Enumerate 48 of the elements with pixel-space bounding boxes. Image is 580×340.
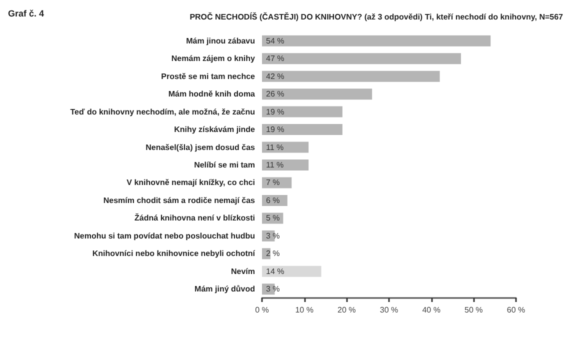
bar <box>262 70 440 82</box>
y-tick-label: Mám jiný důvod <box>194 284 256 294</box>
bar <box>262 266 322 277</box>
y-tick-label: Teď do knihovny nechodím, ale možná, že začnu <box>70 107 256 116</box>
y-tick-label: Prostě se mi tam nechce <box>161 72 256 81</box>
x-tick-label: 60 % <box>506 306 526 314</box>
x-tick-label: 0 % <box>255 306 269 314</box>
data-label: 54 % <box>266 36 284 46</box>
y-tick-label: Knihy získávám jinde <box>174 125 256 134</box>
y-tick-label: Mám jinou zábavu <box>186 36 256 46</box>
bar <box>262 142 309 153</box>
data-label: 19 % <box>266 107 284 116</box>
data-label: 3 % <box>266 284 280 294</box>
data-label: 11 % <box>266 142 284 152</box>
data-label: 26 % <box>266 90 284 99</box>
y-tick-label: Nevím <box>230 266 255 276</box>
x-tick-label: 50 % <box>464 306 483 314</box>
bar <box>262 160 309 170</box>
text: Graf č. 4 <box>8 8 44 18</box>
y-tick-label: Nelíbí se mi tam <box>194 160 255 170</box>
data-label: 11 % <box>266 160 284 170</box>
data-label: 14 % <box>266 266 284 276</box>
data-label: 2 % <box>266 249 280 258</box>
x-tick-label: 30 % <box>380 306 398 314</box>
y-tick-label: Nesmím chodit sám a rodiče nemají čas <box>103 196 256 205</box>
x-tick-label: 10 % <box>295 306 314 314</box>
y-tick-label: Nemohu si tam povídat nebo poslouchat hudbu <box>74 231 256 240</box>
data-label: 3 % <box>266 231 280 240</box>
bar <box>262 35 491 46</box>
data-label: 19 % <box>266 125 284 134</box>
bar <box>262 88 372 100</box>
y-tick-label: Žádná knihovna není v blízkosti <box>134 212 255 223</box>
y-tick-label: V knihovně nemají knížky, co chci <box>126 178 255 188</box>
data-label: 47 % <box>266 54 284 64</box>
chart-title: PROČ NECHODÍŠ (ČASTĚJI) DO KNIHOVNY? (až 3 odpovědi) Ti, kteří nechodí do knihovny, N=567 <box>190 12 564 22</box>
data-label: 5 % <box>266 214 280 223</box>
data-label: 42 % <box>266 72 284 81</box>
bar <box>262 106 342 118</box>
x-tick-label: 20 % <box>338 306 356 314</box>
data-label: 6 % <box>266 196 280 205</box>
y-tick-label: Nenašel(šla) jsem dosud čas <box>146 142 256 152</box>
y-tick-label: Knihovníci nebo knihovnice nebyli ochotní <box>92 249 256 258</box>
y-tick-label: Mám hodně knih doma <box>168 90 256 99</box>
y-tick-label: Nemám zájem o knihy <box>171 54 256 64</box>
x-tick-label: 40 % <box>422 306 440 314</box>
data-label: 7 % <box>266 178 280 188</box>
bar <box>262 124 342 136</box>
bar <box>262 53 461 64</box>
